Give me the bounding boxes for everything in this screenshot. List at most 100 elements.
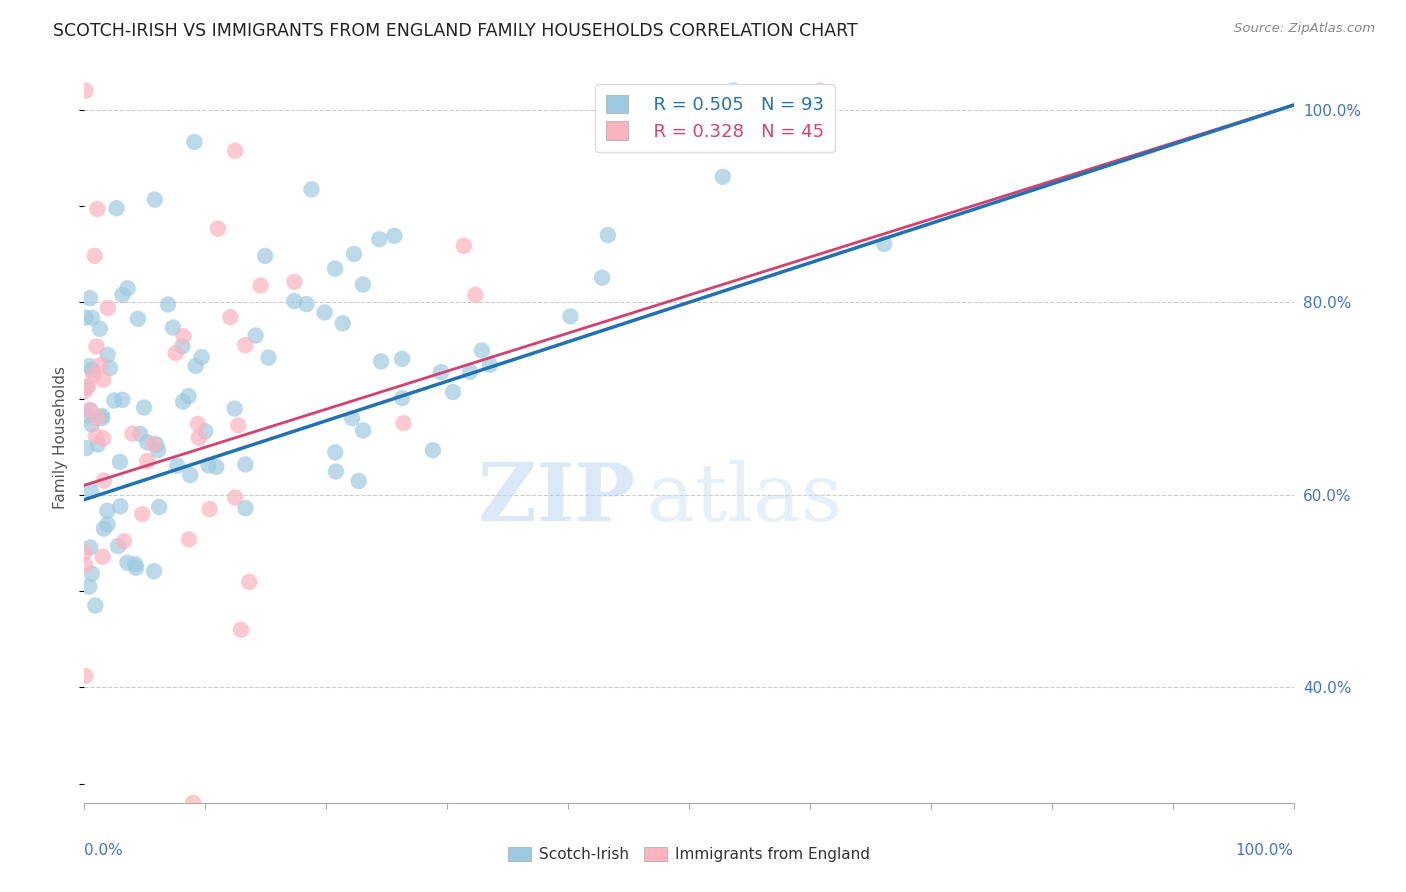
- Point: [96, 517, 118, 532]
- Point: [143, 564, 166, 578]
- Point: [77, 359, 100, 374]
- Point: [82, 368, 104, 382]
- Point: [323, 261, 346, 276]
- Point: [73, 545, 96, 559]
- Point: [172, 394, 194, 409]
- Point: [382, 228, 405, 243]
- Point: [142, 437, 165, 451]
- Text: SCOTCH-IRISH VS IMMIGRANTS FROM ENGLAND FAMILY HOUSEHOLDS CORRELATION CHART: SCOTCH-IRISH VS IMMIGRANTS FROM ENGLAND …: [53, 22, 858, 40]
- Text: 0.0%: 0.0%: [84, 843, 124, 858]
- Point: [187, 431, 209, 445]
- Point: [80, 403, 103, 417]
- Point: [177, 533, 200, 547]
- Point: [76, 441, 98, 455]
- Point: [183, 135, 205, 149]
- Point: [224, 401, 246, 416]
- Point: [181, 796, 204, 810]
- Point: [224, 144, 246, 158]
- Point: [238, 574, 260, 589]
- Point: [146, 443, 169, 458]
- Point: [219, 310, 242, 324]
- Point: [79, 291, 101, 305]
- Point: [96, 504, 118, 518]
- Point: [93, 474, 115, 488]
- Point: [368, 232, 391, 246]
- Point: [91, 411, 114, 425]
- Point: [197, 458, 219, 473]
- Point: [77, 580, 100, 594]
- Point: [173, 329, 195, 343]
- Point: [145, 437, 167, 451]
- Point: [136, 454, 159, 468]
- Point: [73, 384, 96, 399]
- Point: [80, 417, 103, 432]
- Point: [391, 391, 413, 405]
- Point: [235, 501, 257, 516]
- Point: [172, 339, 194, 353]
- Point: [143, 193, 166, 207]
- Point: [84, 599, 107, 613]
- Point: [91, 431, 114, 445]
- Point: [125, 560, 148, 574]
- Point: [117, 556, 139, 570]
- Point: [91, 549, 114, 564]
- Point: [79, 402, 101, 417]
- Point: [596, 227, 619, 242]
- Point: [391, 351, 413, 366]
- Point: [179, 468, 201, 483]
- Point: [79, 541, 101, 555]
- Text: 100.0%: 100.0%: [1236, 843, 1294, 858]
- Point: [132, 401, 155, 415]
- Point: [194, 424, 217, 438]
- Point: [873, 236, 896, 251]
- Point: [162, 320, 184, 334]
- Point: [245, 328, 267, 343]
- Point: [121, 426, 143, 441]
- Point: [136, 435, 159, 450]
- Point: [478, 358, 501, 372]
- Point: [111, 392, 134, 407]
- Point: [471, 343, 494, 358]
- Point: [233, 338, 256, 352]
- Point: [86, 202, 108, 216]
- Point: [370, 354, 392, 368]
- Point: [97, 348, 120, 362]
- Text: atlas: atlas: [647, 460, 842, 538]
- Point: [75, 310, 97, 325]
- Legend: Scotch-Irish, Immigrants from England: Scotch-Irish, Immigrants from England: [502, 840, 876, 868]
- Point: [82, 363, 104, 377]
- Point: [295, 297, 318, 311]
- Point: [430, 365, 453, 379]
- Point: [87, 437, 110, 451]
- Point: [591, 270, 613, 285]
- Point: [111, 288, 134, 302]
- Point: [441, 384, 464, 399]
- Point: [205, 459, 228, 474]
- Point: [103, 393, 125, 408]
- Point: [347, 474, 370, 488]
- Point: [323, 445, 346, 459]
- Point: [156, 297, 179, 311]
- Point: [352, 277, 374, 292]
- Y-axis label: Family Households: Family Households: [53, 366, 69, 508]
- Point: [340, 411, 363, 425]
- Point: [110, 500, 132, 514]
- Point: [93, 373, 115, 387]
- Point: [283, 294, 305, 309]
- Point: [224, 491, 246, 505]
- Point: [105, 201, 128, 215]
- Point: [76, 380, 98, 394]
- Point: [124, 557, 146, 571]
- Point: [107, 539, 129, 553]
- Point: [187, 417, 209, 431]
- Point: [343, 247, 366, 261]
- Point: [166, 458, 188, 473]
- Point: [89, 358, 111, 372]
- Point: [84, 429, 107, 443]
- Point: [198, 502, 221, 516]
- Point: [257, 351, 280, 365]
- Point: [229, 623, 252, 637]
- Point: [453, 239, 475, 253]
- Point: [283, 275, 305, 289]
- Point: [148, 500, 170, 514]
